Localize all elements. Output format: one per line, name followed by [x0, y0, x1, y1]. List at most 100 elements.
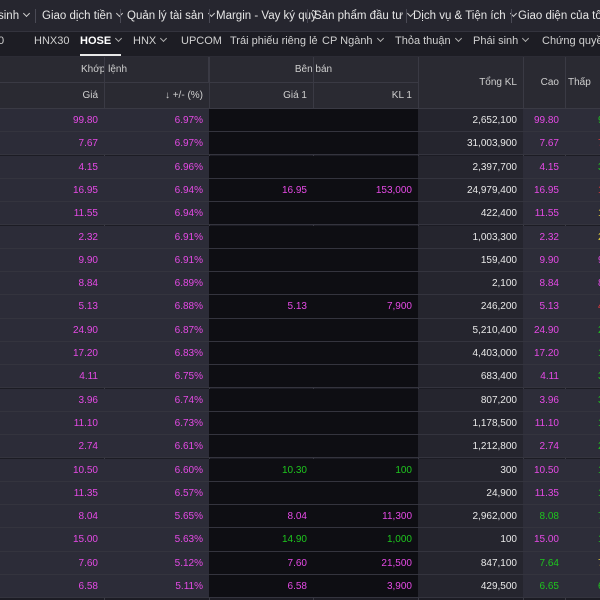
- tab-ph-i-sinh[interactable]: Phái sinh: [473, 32, 530, 56]
- tab-0[interactable]: 0: [0, 32, 4, 56]
- header-price[interactable]: Giá: [0, 83, 104, 109]
- cell-ask1[interactable]: [209, 365, 313, 389]
- tab-ch-ng-quy-n[interactable]: Chứng quyền: [542, 32, 600, 56]
- cell-ask1[interactable]: [209, 225, 313, 249]
- cell-askvol1[interactable]: 11,300: [313, 505, 418, 529]
- cell-ask1[interactable]: [209, 318, 313, 342]
- cell-askvol1[interactable]: 3,900: [313, 575, 418, 599]
- cell-askvol1[interactable]: [313, 411, 418, 436]
- cell-ask1[interactable]: [209, 435, 313, 459]
- header-total-volume[interactable]: Tổng KL: [418, 57, 523, 109]
- cell-total: 1,212,800: [418, 435, 523, 459]
- cell-askvol1[interactable]: 21,500: [313, 551, 418, 575]
- header-change-sort[interactable]: ↓ +/- (%): [104, 83, 209, 109]
- cell-ask1[interactable]: 8.04: [209, 505, 313, 529]
- cell-ask1[interactable]: 7.60: [209, 551, 313, 575]
- cell-askvol1[interactable]: [313, 435, 418, 459]
- menu-item-0[interactable]: sinh: [0, 0, 31, 31]
- cell-low: 3.73: [565, 388, 600, 412]
- cell-askvol1[interactable]: [313, 481, 418, 505]
- cell-total: 31,003,900: [418, 132, 523, 156]
- tab-upcom[interactable]: UPCOM: [181, 32, 222, 56]
- header-ask-price-1[interactable]: Giá 1: [209, 83, 313, 109]
- cell-ask1[interactable]: 6.58: [209, 575, 313, 599]
- cell-ask1[interactable]: [209, 202, 313, 226]
- cell-askvol1[interactable]: 1,000: [313, 528, 418, 552]
- tab-label: UPCOM: [181, 35, 222, 47]
- table-row[interactable]: 16.956.94%16.95153,00024,979,40016.9515.…: [0, 178, 600, 203]
- cell-askvol1[interactable]: [313, 202, 418, 226]
- cell-askvol1[interactable]: [313, 365, 418, 389]
- cell-ask1[interactable]: [209, 342, 313, 366]
- chevron-down-icon: [160, 34, 168, 43]
- menu-item-2[interactable]: Quản lý tài sản: [127, 0, 215, 31]
- cell-change: 5.12%: [104, 551, 209, 575]
- cell-askvol1[interactable]: [313, 318, 418, 342]
- cell-ask1[interactable]: [209, 481, 313, 505]
- cell-askvol1[interactable]: [313, 388, 418, 412]
- cell-askvol1[interactable]: [313, 342, 418, 366]
- cell-askvol1[interactable]: [313, 248, 418, 272]
- cell-askvol1[interactable]: [313, 272, 418, 296]
- menu-item-5[interactable]: Dịch vụ & Tiện ích: [413, 0, 517, 31]
- menu-item-3[interactable]: Margin - Vay ký quỹ: [216, 0, 317, 31]
- tab-th-a-thu-n[interactable]: Thỏa thuận: [395, 32, 462, 56]
- tab-tr-i-phi-u-ri-ng-l-[interactable]: Trái phiếu riêng lẻ: [230, 32, 318, 56]
- header-ask-vol-1[interactable]: KL 1: [313, 83, 418, 109]
- cell-ask1[interactable]: [209, 155, 313, 179]
- tab-label: 0: [0, 35, 4, 47]
- menu-item-4[interactable]: Sản phẩm đầu tư: [314, 0, 414, 31]
- menu-item-1[interactable]: Giao dịch tiền: [42, 0, 124, 31]
- cell-ask1[interactable]: [209, 272, 313, 296]
- menu-item-6[interactable]: Giao diện của tôi: [518, 0, 600, 31]
- cell-ask1[interactable]: 10.30: [209, 458, 313, 482]
- cell-ask1[interactable]: [209, 411, 313, 436]
- cell-ask1[interactable]: [209, 132, 313, 156]
- cell-askvol1[interactable]: 100: [313, 458, 418, 482]
- cell-ask1[interactable]: [209, 388, 313, 412]
- header-low[interactable]: Thấp: [565, 57, 600, 109]
- cell-ask1[interactable]: 14.90: [209, 528, 313, 552]
- cell-ask1[interactable]: 5.13: [209, 295, 313, 319]
- cell-ask1[interactable]: 16.95: [209, 178, 313, 203]
- cell-change: 6.97%: [104, 109, 209, 133]
- tab-hose[interactable]: HOSE: [80, 32, 123, 56]
- header-high[interactable]: Cao: [523, 57, 565, 109]
- cell-ask1[interactable]: [209, 109, 313, 133]
- cell-askvol1[interactable]: [313, 109, 418, 133]
- tab-label: Chứng quyền: [542, 35, 600, 47]
- cell-total: 4,403,000: [418, 342, 523, 366]
- cell-askvol1[interactable]: 153,000: [313, 178, 418, 203]
- cell-askvol1[interactable]: 7,900: [313, 295, 418, 319]
- cell-total: 847,100: [418, 551, 523, 575]
- tab-cp-ng-nh[interactable]: CP Ngành: [322, 32, 384, 56]
- cell-ask1[interactable]: [209, 248, 313, 272]
- cell-high: 99.80: [523, 109, 565, 133]
- tab-hnx[interactable]: HNX: [133, 32, 168, 56]
- tab-hnx30[interactable]: HNX30: [34, 32, 69, 56]
- chevron-down-icon: [115, 34, 123, 43]
- cell-askvol1[interactable]: [313, 132, 418, 156]
- cell-askvol1[interactable]: [313, 155, 418, 179]
- cell-askvol1[interactable]: [313, 225, 418, 249]
